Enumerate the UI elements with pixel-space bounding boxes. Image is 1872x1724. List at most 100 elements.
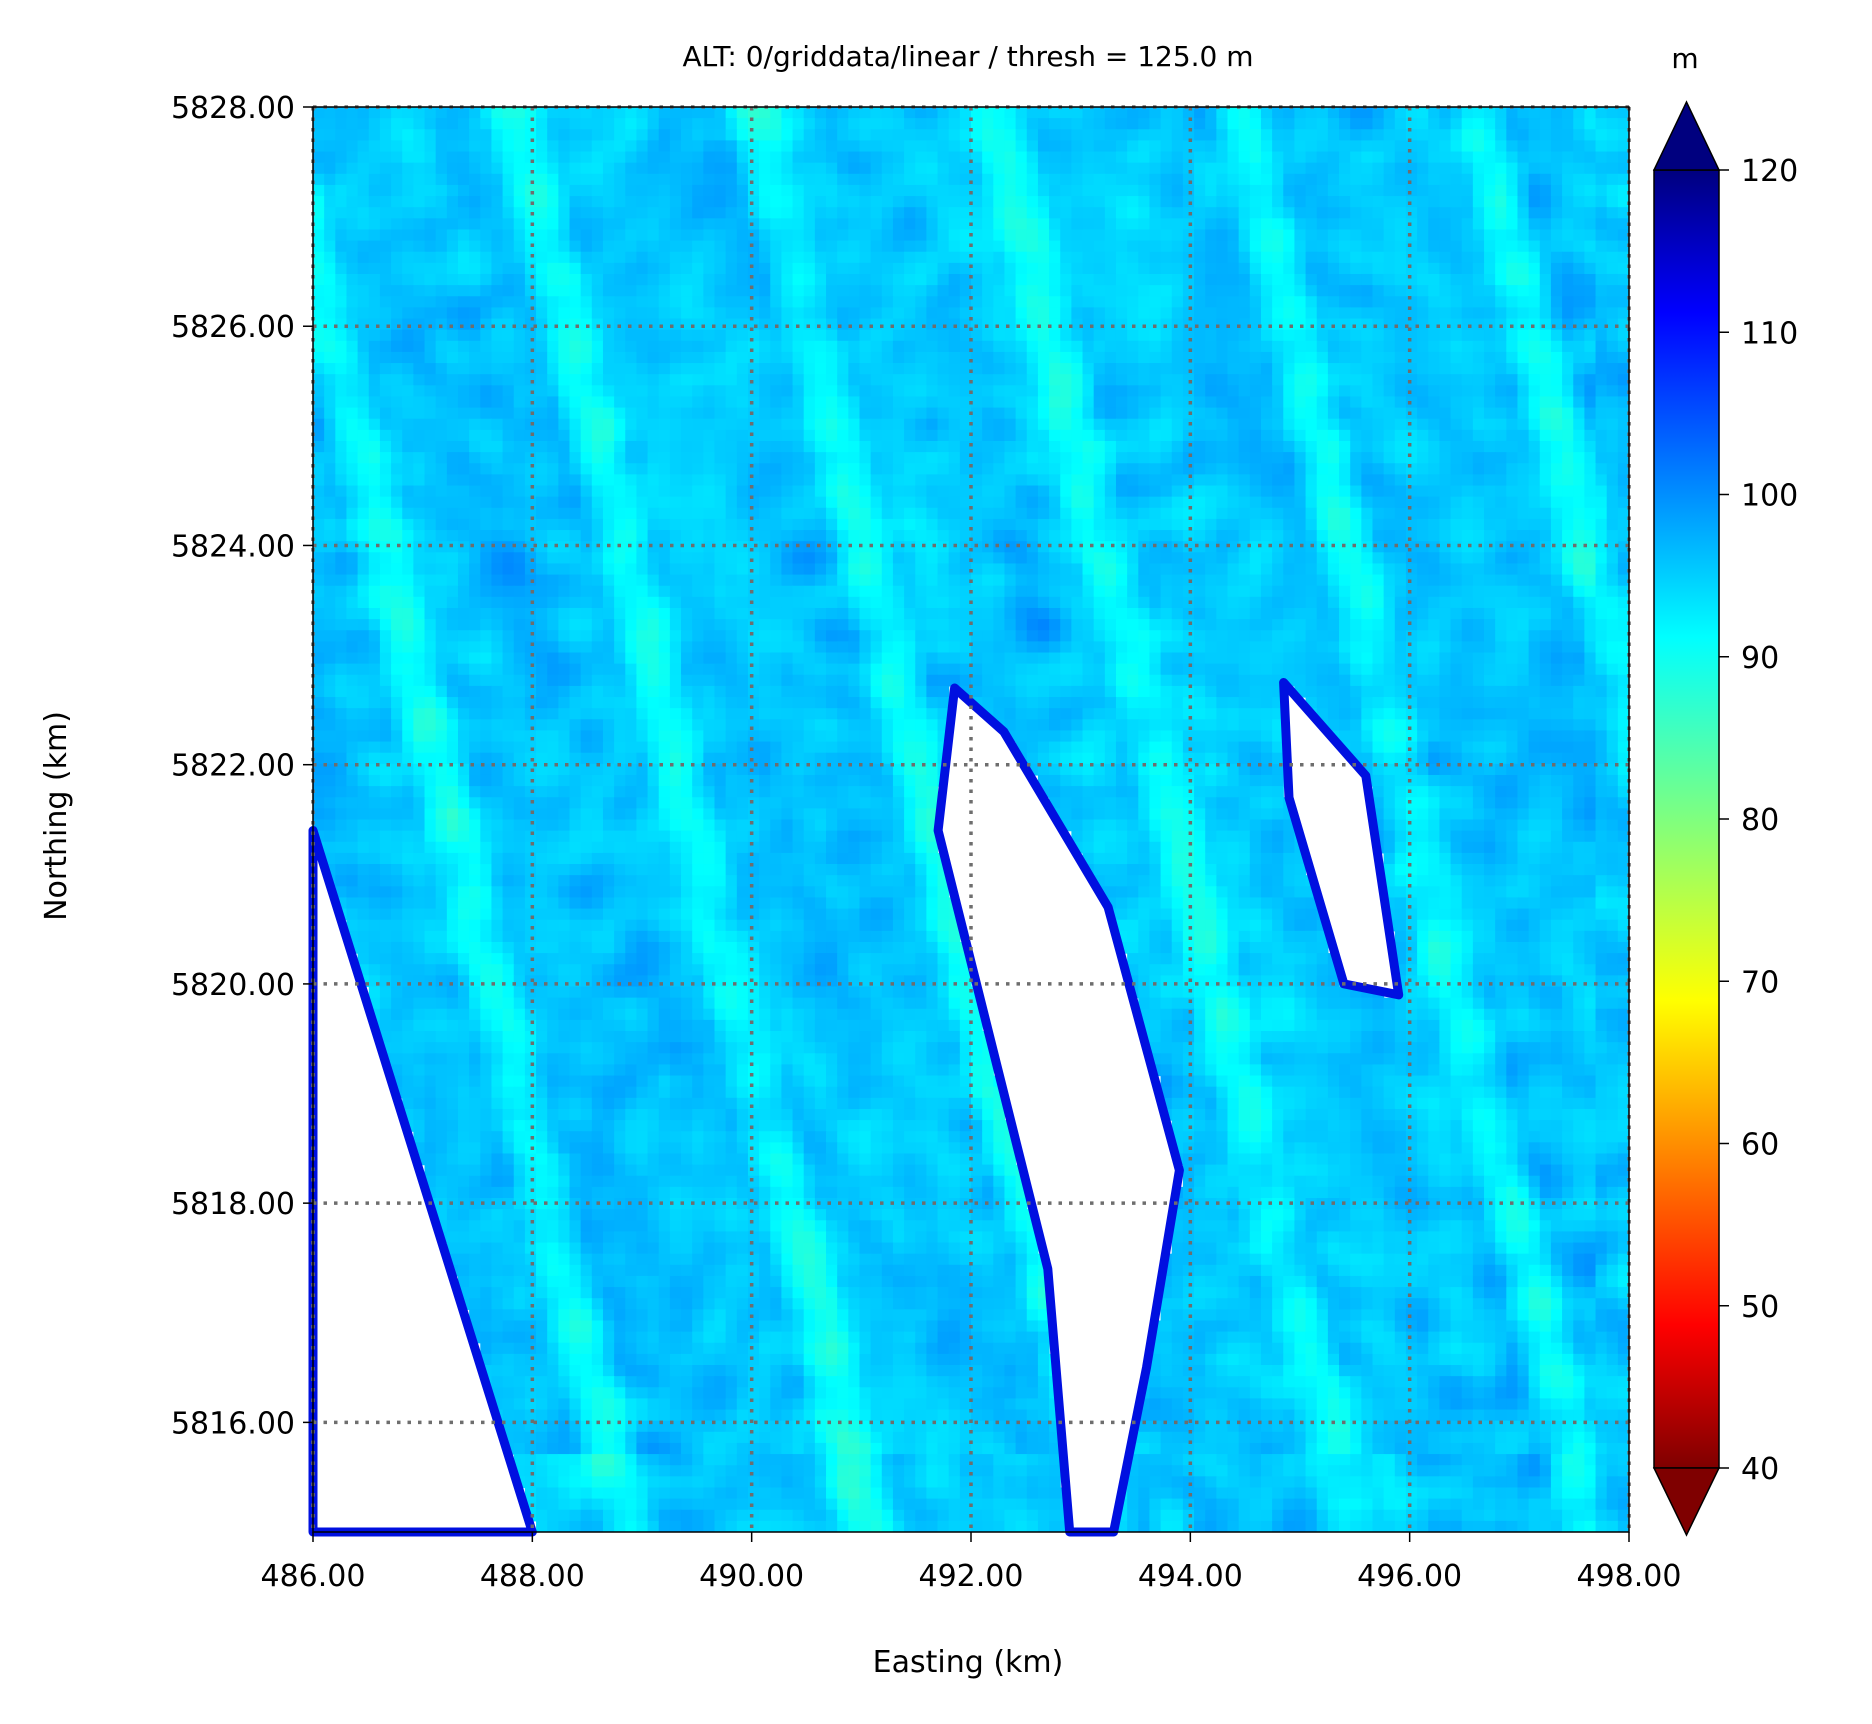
heatmap-cell xyxy=(904,196,916,208)
heatmap-cell xyxy=(1037,107,1050,119)
heatmap-cell xyxy=(781,140,794,153)
heatmap-cell xyxy=(926,351,939,364)
heatmap-cell xyxy=(1004,552,1017,565)
heatmap-cell xyxy=(1316,140,1329,153)
heatmap-cell xyxy=(480,474,493,487)
heatmap-cell xyxy=(1339,363,1351,375)
heatmap-cell xyxy=(1350,418,1362,431)
heatmap-cell xyxy=(736,485,749,498)
heatmap-cell xyxy=(1383,229,1396,242)
heatmap-cell xyxy=(1294,251,1307,264)
heatmap-cell xyxy=(1461,340,1474,353)
heatmap-cell xyxy=(859,196,872,208)
heatmap-cell xyxy=(1383,107,1396,119)
heatmap-cell xyxy=(703,296,716,308)
heatmap-cell xyxy=(1272,140,1284,153)
heatmap-cell xyxy=(614,262,626,275)
heatmap-cell xyxy=(1528,363,1541,375)
heatmap-cell xyxy=(692,563,704,576)
heatmap-cell xyxy=(379,251,392,264)
heatmap-cell xyxy=(602,207,615,219)
heatmap-cell xyxy=(1350,129,1362,141)
heatmap-cell xyxy=(1227,218,1240,231)
heatmap-cell xyxy=(669,229,682,242)
heatmap-cell xyxy=(558,530,571,542)
heatmap-cell xyxy=(926,184,939,197)
heatmap-cell xyxy=(335,251,348,264)
heatmap-cell xyxy=(937,496,950,509)
heatmap-cell xyxy=(1238,196,1251,208)
heatmap-cell xyxy=(1383,518,1396,531)
heatmap-cell xyxy=(1361,507,1374,520)
heatmap-cell xyxy=(625,396,638,409)
heatmap-cell xyxy=(971,463,983,475)
heatmap-cell xyxy=(870,340,883,353)
heatmap-cell xyxy=(1216,329,1229,342)
heatmap-cell xyxy=(647,518,660,531)
heatmap-cell xyxy=(1428,240,1440,253)
heatmap-cell xyxy=(837,285,849,297)
heatmap-cell xyxy=(926,240,939,253)
heatmap-cell xyxy=(948,196,961,208)
heatmap-cell xyxy=(1606,318,1619,331)
heatmap-cell xyxy=(1015,552,1028,565)
heatmap-cell xyxy=(524,552,537,565)
heatmap-cell xyxy=(1617,474,1629,487)
heatmap-cell xyxy=(1283,140,1296,153)
heatmap-cell xyxy=(1015,318,1028,331)
heatmap-cell xyxy=(1327,318,1340,331)
heatmap-cell xyxy=(1138,507,1151,520)
heatmap-cell xyxy=(725,318,738,331)
heatmap-cell xyxy=(1417,374,1429,386)
heatmap-cell xyxy=(547,273,559,286)
heatmap-cell xyxy=(971,518,983,531)
heatmap-cell xyxy=(413,485,426,498)
heatmap-cell xyxy=(614,173,626,186)
heatmap-cell xyxy=(714,218,727,231)
heatmap-cell xyxy=(446,363,459,375)
heatmap-cell xyxy=(636,162,649,175)
heatmap-cell xyxy=(1071,173,1084,186)
heatmap-cell xyxy=(1327,474,1340,487)
heatmap-cell xyxy=(368,140,381,153)
heatmap-cell xyxy=(1372,429,1385,442)
heatmap-cell xyxy=(647,151,660,164)
heatmap-cell xyxy=(826,118,838,130)
heatmap-cell xyxy=(569,396,582,409)
heatmap-cell xyxy=(1405,173,1418,186)
heatmap-cell xyxy=(1316,162,1329,175)
heatmap-cell xyxy=(491,129,504,141)
heatmap-cell xyxy=(1026,485,1039,498)
heatmap-cell xyxy=(1026,374,1039,386)
heatmap-cell xyxy=(1305,296,1318,308)
heatmap-cell xyxy=(1539,463,1552,475)
heatmap-cell xyxy=(1428,407,1440,420)
heatmap-cell xyxy=(391,485,403,498)
heatmap-cell xyxy=(1394,229,1407,242)
heatmap-cell xyxy=(502,296,515,308)
heatmap-cell xyxy=(1227,107,1240,119)
heatmap-cell xyxy=(971,129,983,141)
heatmap-cell xyxy=(792,251,805,264)
heatmap-cell xyxy=(904,184,916,197)
heatmap-cell xyxy=(446,240,459,253)
heatmap-cell xyxy=(1026,474,1039,487)
heatmap-cell xyxy=(1506,496,1519,509)
heatmap-cell xyxy=(1550,262,1563,275)
heatmap-cell xyxy=(1595,273,1608,286)
heatmap-cell xyxy=(1149,196,1162,208)
heatmap-cell xyxy=(1350,363,1362,375)
heatmap-cell xyxy=(1004,407,1017,420)
heatmap-cell xyxy=(803,296,816,308)
heatmap-cell xyxy=(1584,140,1597,153)
heatmap-cell xyxy=(658,418,671,431)
heatmap-cell xyxy=(692,407,704,420)
heatmap-cell xyxy=(357,530,370,542)
heatmap-cell xyxy=(1316,218,1329,231)
heatmap-cell xyxy=(1617,440,1629,453)
heatmap-cell xyxy=(1461,329,1474,342)
heatmap-cell xyxy=(1049,452,1061,464)
heatmap-cell xyxy=(1272,429,1284,442)
heatmap-cell xyxy=(904,118,916,130)
heatmap-cell xyxy=(837,418,849,431)
